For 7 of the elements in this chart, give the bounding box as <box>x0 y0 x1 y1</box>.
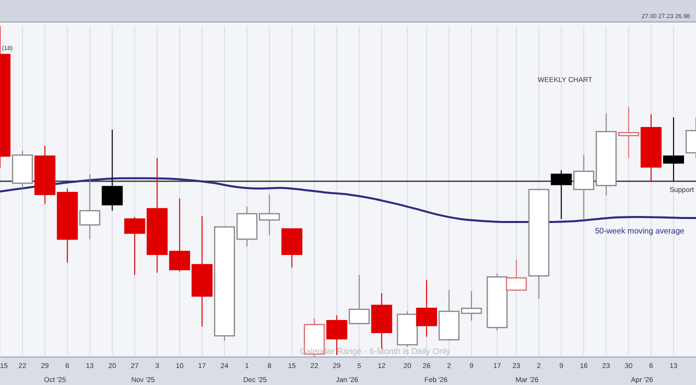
candlestick <box>79 174 100 240</box>
series-label: 50-week moving average <box>594 226 685 236</box>
candlestick <box>550 170 572 220</box>
candlestick <box>348 274 370 324</box>
candlestick <box>102 129 123 212</box>
candlestick <box>416 279 438 338</box>
candlestick <box>663 116 684 182</box>
